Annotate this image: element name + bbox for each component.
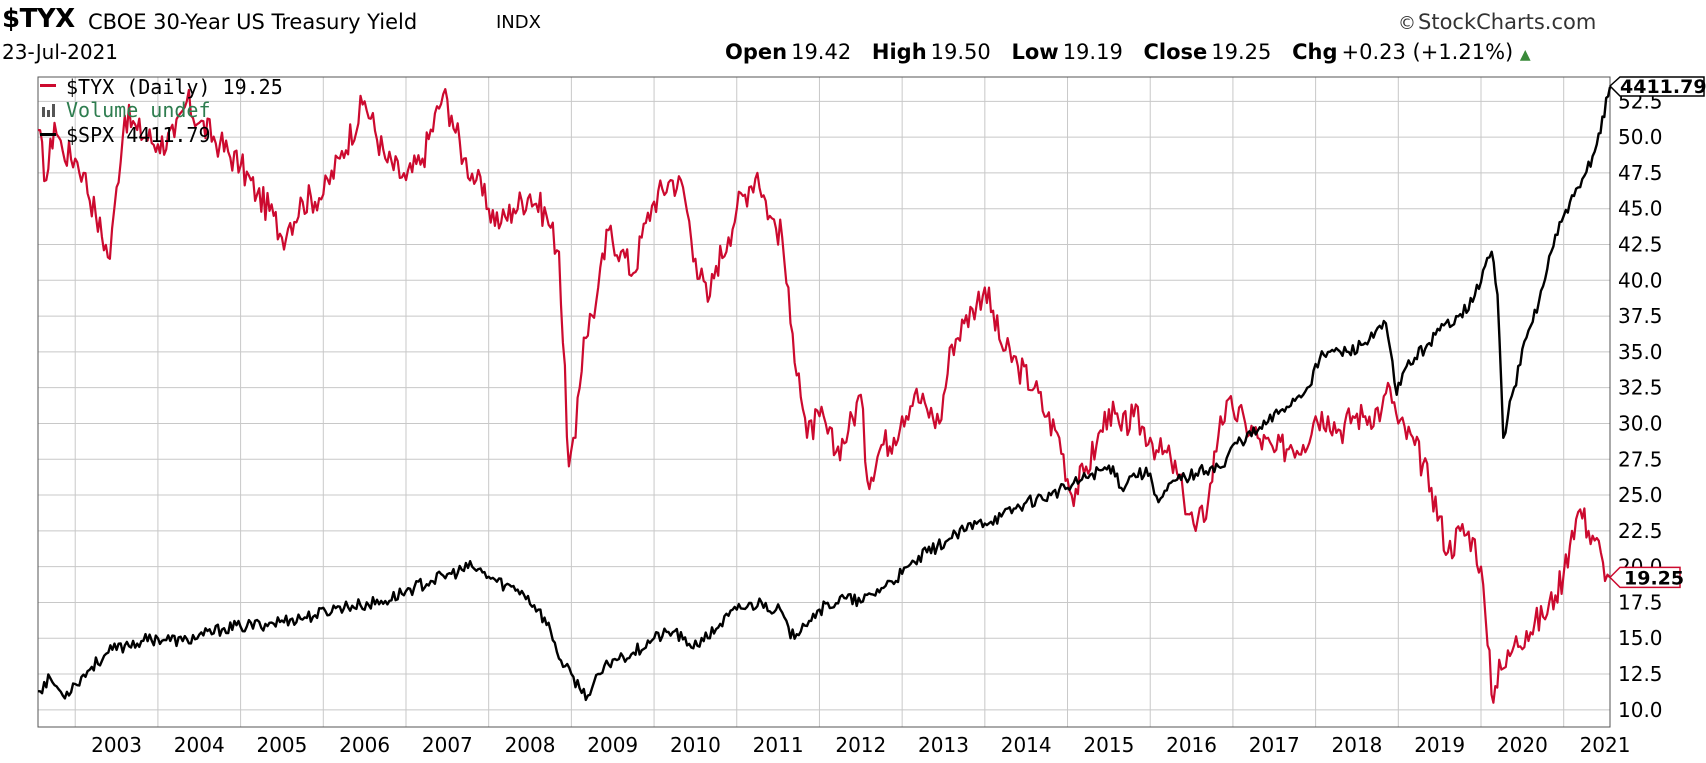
spx-legend-swatch	[40, 133, 56, 136]
y-tick-label: 27.5	[1618, 447, 1663, 471]
up-arrow-icon: ▲	[1519, 47, 1531, 63]
x-tick-label: 2009	[587, 733, 638, 757]
y-tick-label: 15.0	[1618, 626, 1663, 650]
y-tick-label: 30.0	[1618, 411, 1663, 435]
y-tick-label: 17.5	[1618, 590, 1663, 614]
high-value: 19.50	[930, 40, 991, 64]
symbol-title: $TYX	[2, 4, 75, 34]
low-label: Low	[1011, 40, 1059, 64]
y-axis-ticks: 10.012.515.017.520.022.525.027.530.032.5…	[1618, 89, 1663, 721]
close-label: Close	[1143, 40, 1208, 64]
plot-frame	[37, 76, 1611, 728]
x-tick-label: 2017	[1249, 733, 1300, 757]
x-tick-label: 2018	[1332, 733, 1383, 757]
y-tick-label: 22.5	[1618, 519, 1663, 543]
volume-bars-icon	[42, 104, 55, 117]
tyx-legend-label: $TYX (Daily) 19.25	[66, 75, 283, 99]
x-tick-label: 2021	[1580, 733, 1631, 757]
brand-name: StockCharts.com	[1418, 10, 1597, 34]
x-tick-label: 2007	[422, 733, 473, 757]
y-tick-label: 32.5	[1618, 376, 1663, 400]
x-tick-label: 2015	[1083, 733, 1134, 757]
spx-last-value: 4411.79	[1620, 76, 1706, 98]
x-tick-label: 2005	[256, 733, 307, 757]
y-tick-label: 50.0	[1618, 125, 1663, 149]
x-tick-label: 2003	[91, 733, 142, 757]
x-tick-label: 2004	[174, 733, 225, 757]
y-tick-label: 25.0	[1618, 483, 1663, 507]
y-tick-label: 47.5	[1618, 161, 1663, 185]
y-tick-label: 35.0	[1618, 340, 1663, 364]
x-tick-label: 2012	[835, 733, 886, 757]
y-tick-label: 40.0	[1618, 268, 1663, 292]
x-tick-label: 2013	[918, 733, 969, 757]
ohlc-summary: Open 19.42 High 19.50 Low 19.19 Close 19.25 …	[725, 40, 1531, 64]
legend: $TYX (Daily) 19.25 Volume undef $SPX 441…	[40, 75, 283, 147]
tyx-last-value-tag: 19.25	[1608, 566, 1684, 589]
y-tick-label: 10.0	[1618, 698, 1663, 722]
spx-last-value-tag: 4411.79	[1608, 76, 1706, 98]
x-tick-label: 2014	[1001, 733, 1052, 757]
open-label: Open	[725, 40, 788, 64]
x-tick-label: 2006	[339, 733, 390, 757]
open-value: 19.42	[791, 40, 852, 64]
volume-legend-label: Volume undef	[66, 98, 211, 122]
y-tick-label: 42.5	[1618, 233, 1663, 257]
spx-series-line	[37, 86, 1612, 702]
x-tick-label: 2011	[753, 733, 804, 757]
low-value: 19.19	[1062, 40, 1123, 64]
tyx-series-line	[37, 87, 1611, 704]
copyright-icon: ©	[1398, 13, 1416, 34]
y-tick-label: 45.0	[1618, 197, 1663, 221]
y-tick-label: 37.5	[1618, 304, 1663, 328]
brand-watermark: ©StockCharts.com	[1398, 10, 1596, 34]
tyx-last-value: 19.25	[1624, 567, 1684, 589]
close-value: 19.25	[1211, 40, 1272, 64]
tyx-legend-swatch	[40, 84, 56, 87]
x-tick-label: 2010	[670, 733, 721, 757]
chg-label: Chg	[1292, 40, 1338, 64]
chg-value: +0.23 (+1.21%)	[1341, 40, 1514, 64]
x-axis-ticks: 2003 2004 2005 2006 2007 2008 2009 2010 2011 2012…	[91, 733, 1630, 757]
chart-grid	[38, 77, 1610, 727]
x-tick-label: 2019	[1414, 733, 1465, 757]
y-tick-label: 12.5	[1618, 662, 1663, 686]
chart-date: 23-Jul-2021	[2, 40, 119, 64]
symbol-description: CBOE 30-Year US Treasury Yield	[88, 10, 418, 34]
x-tick-label: 2008	[505, 733, 556, 757]
high-label: High	[871, 40, 927, 64]
x-tick-label: 2016	[1166, 733, 1217, 757]
x-tick-label: 2020	[1497, 733, 1548, 757]
exchange-label: INDX	[496, 12, 541, 33]
spx-legend-label: $SPX 4411.79	[66, 123, 211, 147]
